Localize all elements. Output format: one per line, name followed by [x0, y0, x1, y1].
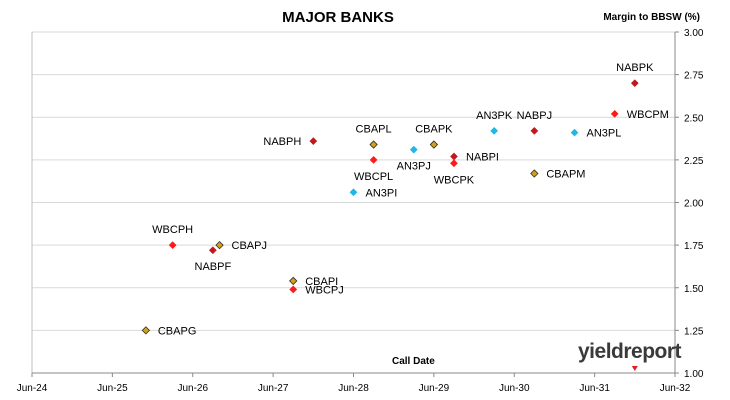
logo-accent-icon — [631, 366, 638, 371]
data-point-cbapl — [369, 140, 378, 149]
y-tick-label: 2.00 — [684, 199, 704, 210]
y-tick-label: 2.75 — [684, 71, 704, 82]
data-point-cbapm — [530, 169, 539, 178]
data-label-nabpj: NABPJ — [517, 110, 552, 122]
data-label-cbapg: CBAPG — [158, 325, 197, 337]
data-label-cbapj: CBAPJ — [232, 240, 267, 252]
data-point-an3pl — [570, 128, 579, 137]
y-tick-label: 1.25 — [684, 326, 704, 337]
y-axis-title: Margin to BBSW (%) — [603, 12, 700, 23]
data-point-wbcpl — [369, 155, 378, 164]
data-point-cbapg — [141, 326, 151, 335]
chart-title: MAJOR BANKS — [282, 9, 394, 26]
data-point-wbcpj — [289, 285, 298, 294]
data-label-nabpf: NABPF — [195, 261, 232, 273]
y-tick-label: 1.50 — [684, 284, 704, 295]
y-tick-label: 1.00 — [684, 369, 704, 380]
data-point-cbapj — [215, 240, 224, 250]
data-label-nabpi: NABPI — [466, 151, 499, 163]
x-tick-label: Jun-30 — [499, 383, 530, 394]
x-tick-label: Jun-31 — [579, 383, 610, 394]
data-point-nabpk — [630, 79, 639, 88]
data-label-an3pi: AN3PI — [366, 187, 398, 199]
x-tick-label: Jun-32 — [660, 383, 691, 394]
data-point-wbcpk — [450, 159, 458, 168]
yieldreport-logo: yieldreport — [578, 340, 682, 363]
data-point-nabpf — [208, 246, 217, 255]
data-label-wbcpm: WBCPM — [627, 109, 669, 121]
data-label-cbapk: CBAPK — [415, 124, 453, 136]
data-point-cbapi — [289, 276, 298, 286]
data-point-nabph — [309, 137, 318, 146]
y-tick-label: 2.25 — [684, 156, 704, 167]
x-tick-label: Jun-29 — [419, 383, 450, 394]
x-axis-title: Call Date — [392, 356, 435, 367]
x-tick-label: Jun-28 — [338, 383, 369, 394]
data-point-cbapk — [429, 140, 439, 149]
data-point-wbcph — [168, 241, 177, 250]
data-point-nabpj — [530, 126, 539, 135]
data-point-an3pk — [490, 126, 499, 135]
y-tick-label: 3.00 — [684, 28, 704, 39]
data-label-an3pj: AN3PJ — [397, 161, 431, 173]
data-label-an3pl: AN3PL — [587, 128, 622, 140]
data-label-wbcpk: WBCPK — [434, 174, 475, 186]
data-point-an3pj — [409, 145, 418, 154]
x-tick-label: Jun-27 — [258, 383, 289, 394]
data-label-wbcpl: WBCPL — [354, 171, 393, 183]
data-label-cbapm: CBAPM — [546, 169, 585, 181]
data-label-nabph: NABPH — [263, 136, 301, 148]
y-tick-label: 2.50 — [684, 113, 704, 124]
data-label-nabpk: NABPK — [616, 62, 654, 74]
y-tick-label: 1.75 — [684, 241, 704, 252]
data-point-an3pi — [349, 188, 358, 197]
x-tick-label: Jun-24 — [17, 383, 48, 394]
data-label-wbcph: WBCPH — [152, 224, 193, 236]
data-label-cbapi: CBAPI — [305, 276, 338, 288]
data-label-wbcpj: WBCPJ — [305, 284, 344, 296]
data-point-wbcpm — [610, 109, 619, 118]
x-tick-label: Jun-25 — [97, 383, 128, 394]
data-point-nabpi — [450, 152, 458, 161]
data-label-an3pk: AN3PK — [476, 110, 513, 122]
data-label-cbapl: CBAPL — [356, 124, 392, 136]
x-tick-label: Jun-26 — [177, 383, 208, 394]
